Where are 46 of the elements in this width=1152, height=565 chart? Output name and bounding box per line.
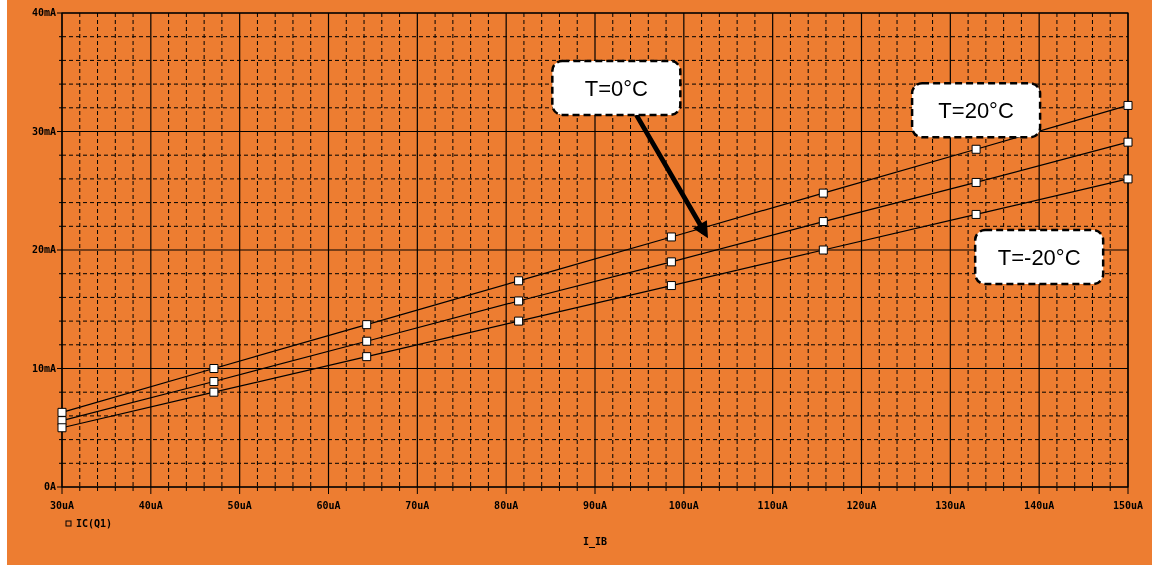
- x-tick-label: 120uA: [846, 500, 877, 511]
- y-tick-label: 20mA: [31, 244, 56, 255]
- x-tick-label: 130uA: [935, 500, 966, 511]
- point: [514, 296, 524, 306]
- x-tick-label: 90uA: [582, 500, 608, 511]
- point: [1123, 137, 1133, 147]
- x-tick-label: 110uA: [757, 500, 788, 511]
- y-tick-label: 40mA: [31, 7, 56, 18]
- point: [818, 245, 828, 255]
- point: [514, 316, 524, 326]
- point: [209, 377, 219, 387]
- x-tick-label: 50uA: [227, 500, 252, 511]
- point: [666, 281, 676, 291]
- point: [514, 276, 524, 286]
- x-tick-label: 40uA: [138, 500, 163, 511]
- point: [362, 336, 372, 346]
- point: [1123, 174, 1133, 184]
- annotation: T=20°C: [938, 98, 1014, 124]
- point: [971, 144, 981, 154]
- point: [1123, 100, 1133, 110]
- point: [57, 407, 67, 417]
- point: [818, 188, 828, 198]
- x-tick-label: 70uA: [405, 500, 430, 511]
- annotation: T=0°C: [584, 75, 649, 101]
- point: [666, 257, 676, 267]
- x-axis-title: I_IB: [582, 536, 608, 548]
- point: [362, 320, 372, 330]
- x-tick-label: 80uA: [494, 500, 519, 511]
- x-tick-label: 100uA: [668, 500, 699, 511]
- point: [362, 352, 372, 362]
- x-tick-label: 60uA: [316, 500, 341, 511]
- point: [818, 217, 828, 227]
- x-tick-label: 140uA: [1024, 500, 1055, 511]
- annotation: T=-20°C: [997, 245, 1081, 271]
- x-tick-label: 150uA: [1112, 500, 1144, 511]
- y-tick-label: 0A: [43, 481, 56, 492]
- y-tick-label: 10mA: [31, 362, 56, 374]
- point: [666, 232, 676, 242]
- point: [57, 423, 67, 433]
- point: [209, 387, 219, 397]
- y-tick-label: 30mA: [31, 125, 56, 137]
- x-tick-label: 30uA: [49, 500, 75, 511]
- point: [971, 177, 981, 187]
- point: [209, 364, 219, 373]
- point: [971, 209, 981, 219]
- text: IC(Q1): [76, 518, 113, 529]
